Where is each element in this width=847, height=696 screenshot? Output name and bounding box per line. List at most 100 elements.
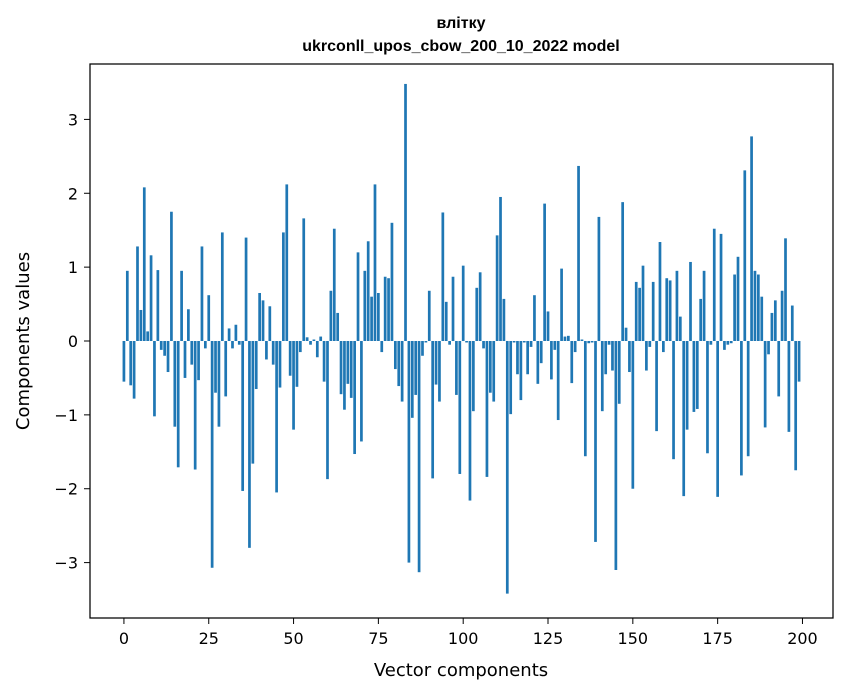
bar-171	[702, 270, 706, 341]
bar-175	[716, 341, 719, 497]
bar-10	[156, 270, 160, 341]
bar-188	[760, 296, 764, 341]
bar-88	[421, 341, 424, 356]
bar-106	[482, 341, 485, 349]
bar-96	[448, 341, 451, 345]
bar-132	[570, 341, 574, 384]
bar-21	[193, 341, 197, 470]
bar-99	[458, 341, 462, 474]
bar-28	[217, 341, 221, 427]
bar-92	[434, 341, 438, 385]
bar-197	[790, 305, 794, 341]
bar-129	[560, 268, 563, 341]
bar-182	[740, 341, 743, 476]
bar-108	[488, 341, 492, 393]
bar-130	[563, 336, 567, 341]
bar-54	[305, 337, 309, 341]
bar-33	[234, 324, 238, 341]
bar-156	[651, 281, 655, 341]
bar-142	[604, 341, 608, 375]
bar-60	[326, 341, 329, 480]
x-tick-label-50: 50	[283, 629, 303, 648]
bar-73	[370, 296, 373, 341]
bar-107	[485, 341, 489, 477]
y-tick-label--2: −2	[54, 480, 78, 499]
bar-59	[322, 341, 326, 382]
bar-31	[227, 328, 231, 341]
bar-165	[682, 341, 686, 497]
bar-49	[288, 341, 292, 376]
bar-187	[757, 274, 760, 341]
bar-122	[536, 341, 540, 384]
bar-136	[583, 341, 587, 457]
bar-123	[539, 341, 543, 364]
bar-194	[780, 290, 784, 341]
bar-93	[438, 341, 441, 402]
bar-159	[662, 341, 665, 353]
bar-135	[580, 339, 584, 341]
bar-163	[675, 270, 679, 341]
bar-167	[689, 261, 692, 341]
bar-8	[149, 255, 153, 341]
bar-89	[424, 341, 428, 343]
bar-82	[400, 341, 404, 402]
bar-2	[129, 341, 133, 386]
bar-162	[672, 341, 675, 460]
bar-20	[190, 341, 194, 365]
bar-121	[533, 295, 536, 341]
bar-5	[139, 309, 143, 341]
bar-57	[315, 341, 319, 358]
x-tick-label-125: 125	[533, 629, 564, 648]
bar-32	[231, 341, 234, 349]
bar-148	[624, 327, 628, 341]
bar-55	[309, 341, 312, 345]
bar-111	[499, 196, 502, 341]
bar-164	[678, 316, 682, 341]
bar-125	[546, 311, 550, 341]
bar-198	[794, 341, 798, 471]
bar-43	[268, 306, 272, 341]
bar-169	[695, 341, 699, 409]
bar-67	[349, 341, 353, 398]
x-tick-label-150: 150	[618, 629, 649, 648]
bar-196	[787, 341, 791, 432]
bar-181	[736, 256, 740, 341]
bar-105	[478, 272, 482, 341]
bar-168	[692, 341, 696, 412]
bar-199	[797, 341, 801, 382]
bar-75	[377, 292, 380, 341]
bar-180	[733, 274, 736, 341]
bar-17	[180, 270, 183, 341]
bar-41	[261, 300, 265, 341]
bar-120	[529, 341, 533, 347]
bar-189	[763, 341, 767, 428]
bar-44	[271, 341, 275, 365]
bar-116	[516, 341, 519, 375]
bar-52	[298, 341, 302, 353]
bar-4	[136, 246, 139, 341]
bar-110	[495, 235, 499, 341]
bar-27	[214, 341, 217, 393]
y-tick-label--1: −1	[54, 406, 78, 425]
y-axis-label: Components values	[13, 252, 34, 430]
bar-87	[417, 341, 421, 573]
bar-76	[380, 341, 384, 353]
bar-74	[373, 184, 377, 341]
bar-127	[553, 341, 557, 350]
bar-70	[360, 341, 363, 442]
x-tick-label-25: 25	[199, 629, 219, 648]
bar-26	[210, 341, 214, 568]
bar-91	[431, 341, 435, 479]
bar-157	[655, 341, 658, 432]
bar-153	[641, 265, 645, 341]
bar-151	[634, 281, 638, 341]
bar-97	[451, 276, 455, 341]
bar-39	[254, 341, 258, 390]
bar-78	[387, 278, 390, 341]
bar-158	[658, 242, 662, 341]
bar-160	[665, 278, 669, 341]
bar-7	[146, 331, 150, 341]
bar-174	[712, 228, 716, 341]
bar-14	[170, 211, 173, 341]
